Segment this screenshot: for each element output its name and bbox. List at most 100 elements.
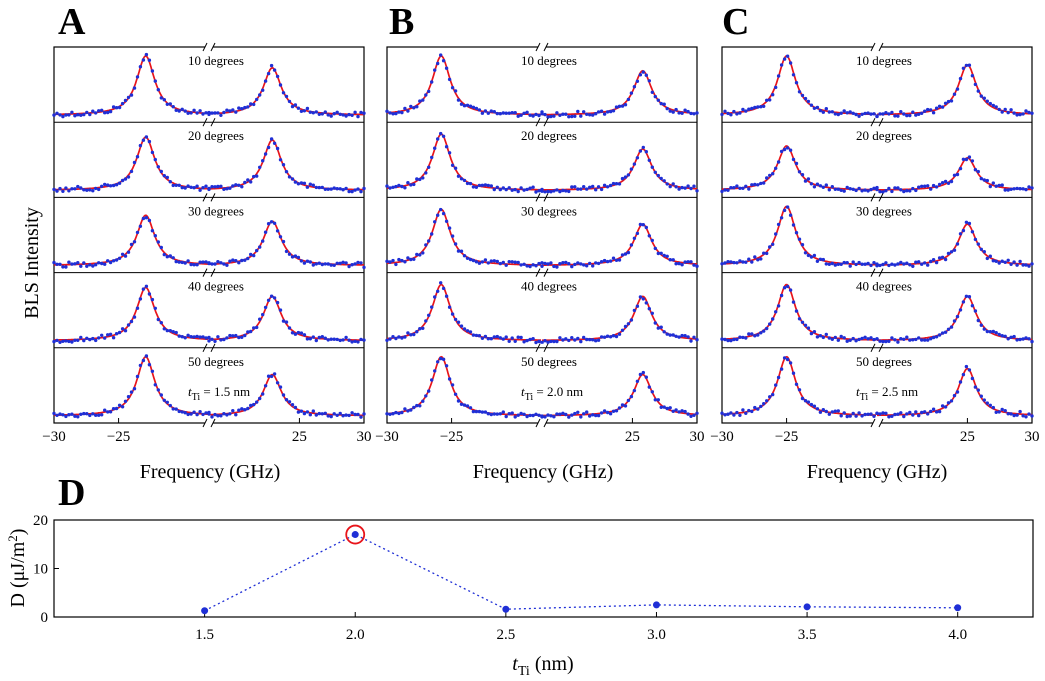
data-point	[923, 109, 927, 113]
data-point	[258, 317, 262, 321]
fit-curve	[53, 55, 209, 116]
data-point	[412, 405, 416, 410]
bls-intensity-label: BLS Intensity	[21, 207, 43, 319]
data-point	[937, 256, 942, 260]
data-point	[537, 189, 541, 193]
data-point	[234, 259, 238, 263]
data-point	[650, 238, 654, 243]
data-point	[507, 111, 511, 115]
data-point	[406, 109, 410, 113]
data-point	[272, 372, 277, 376]
data-point	[650, 390, 654, 394]
data-point	[341, 188, 345, 192]
data-point	[231, 108, 235, 112]
x-tick-label: −30	[375, 429, 398, 445]
data-point	[899, 260, 903, 265]
data-point	[827, 188, 831, 192]
data-point	[447, 77, 452, 82]
data-point	[893, 263, 897, 267]
data-point	[165, 328, 169, 333]
data-point	[210, 185, 214, 189]
data-point	[546, 340, 550, 344]
data-point	[576, 336, 580, 341]
data-point	[926, 412, 930, 416]
data-point	[450, 312, 455, 316]
angle-label: 10 degrees	[188, 53, 244, 68]
data-point	[427, 89, 431, 94]
data-point	[64, 265, 68, 269]
data-point	[839, 111, 843, 115]
data-point	[750, 409, 754, 414]
data-point	[665, 406, 669, 411]
data-point	[961, 157, 966, 161]
data-point	[58, 262, 62, 266]
data-point	[1024, 109, 1028, 113]
data-point	[353, 188, 357, 192]
data-point	[680, 263, 684, 267]
data-point	[216, 184, 220, 189]
data-point	[299, 109, 304, 114]
data-point	[890, 336, 894, 340]
data-point	[329, 114, 333, 118]
x-tick-label: 3.5	[798, 627, 817, 643]
data-point	[599, 109, 604, 113]
data-point	[97, 109, 101, 113]
data-point	[570, 413, 574, 417]
data-point	[842, 260, 846, 265]
data-point	[629, 318, 634, 322]
data-point	[111, 336, 116, 340]
data-point	[788, 288, 793, 292]
data-point	[456, 174, 461, 178]
data-point	[177, 409, 181, 414]
data-point	[735, 261, 739, 265]
data-point	[335, 110, 339, 115]
data-point	[579, 187, 583, 191]
data-point	[126, 323, 131, 327]
data-point	[459, 177, 464, 181]
data-point	[809, 103, 814, 107]
data-point	[949, 250, 954, 254]
data-point	[839, 188, 843, 192]
data-point	[495, 111, 499, 116]
data-point	[293, 180, 298, 184]
data-point	[290, 104, 295, 109]
data-point	[82, 411, 86, 416]
data-point	[659, 325, 663, 329]
data-point	[549, 190, 553, 194]
data-point	[79, 113, 83, 117]
data-point	[952, 393, 957, 398]
data-point	[774, 85, 778, 90]
data-point	[677, 410, 681, 414]
data-point	[258, 245, 262, 249]
data-point	[833, 335, 837, 340]
data-point	[391, 335, 395, 339]
data-point	[605, 410, 610, 415]
data-point	[216, 414, 220, 418]
data-point	[453, 242, 458, 246]
data-point	[809, 182, 814, 186]
data-point	[397, 110, 401, 114]
data-point	[459, 102, 464, 106]
data-point	[753, 105, 757, 110]
data-point	[284, 320, 289, 324]
data-point	[329, 187, 333, 191]
angle-label: 10 degrees	[856, 53, 912, 68]
data-point	[174, 183, 178, 187]
data-point	[976, 89, 980, 93]
data-point	[1021, 187, 1025, 191]
data-point	[1027, 110, 1031, 115]
data-point	[323, 110, 327, 114]
axis-break-mark	[202, 42, 208, 52]
data-point	[225, 108, 229, 112]
data-point	[809, 331, 814, 336]
data-point	[738, 111, 742, 115]
data-point	[851, 111, 855, 116]
data-point	[991, 405, 995, 410]
data-point	[168, 254, 172, 258]
data-point	[207, 339, 211, 343]
data-point	[474, 185, 479, 189]
data-point	[782, 147, 787, 152]
data-point	[845, 339, 849, 343]
data-point	[501, 186, 505, 190]
data-point	[186, 333, 190, 337]
